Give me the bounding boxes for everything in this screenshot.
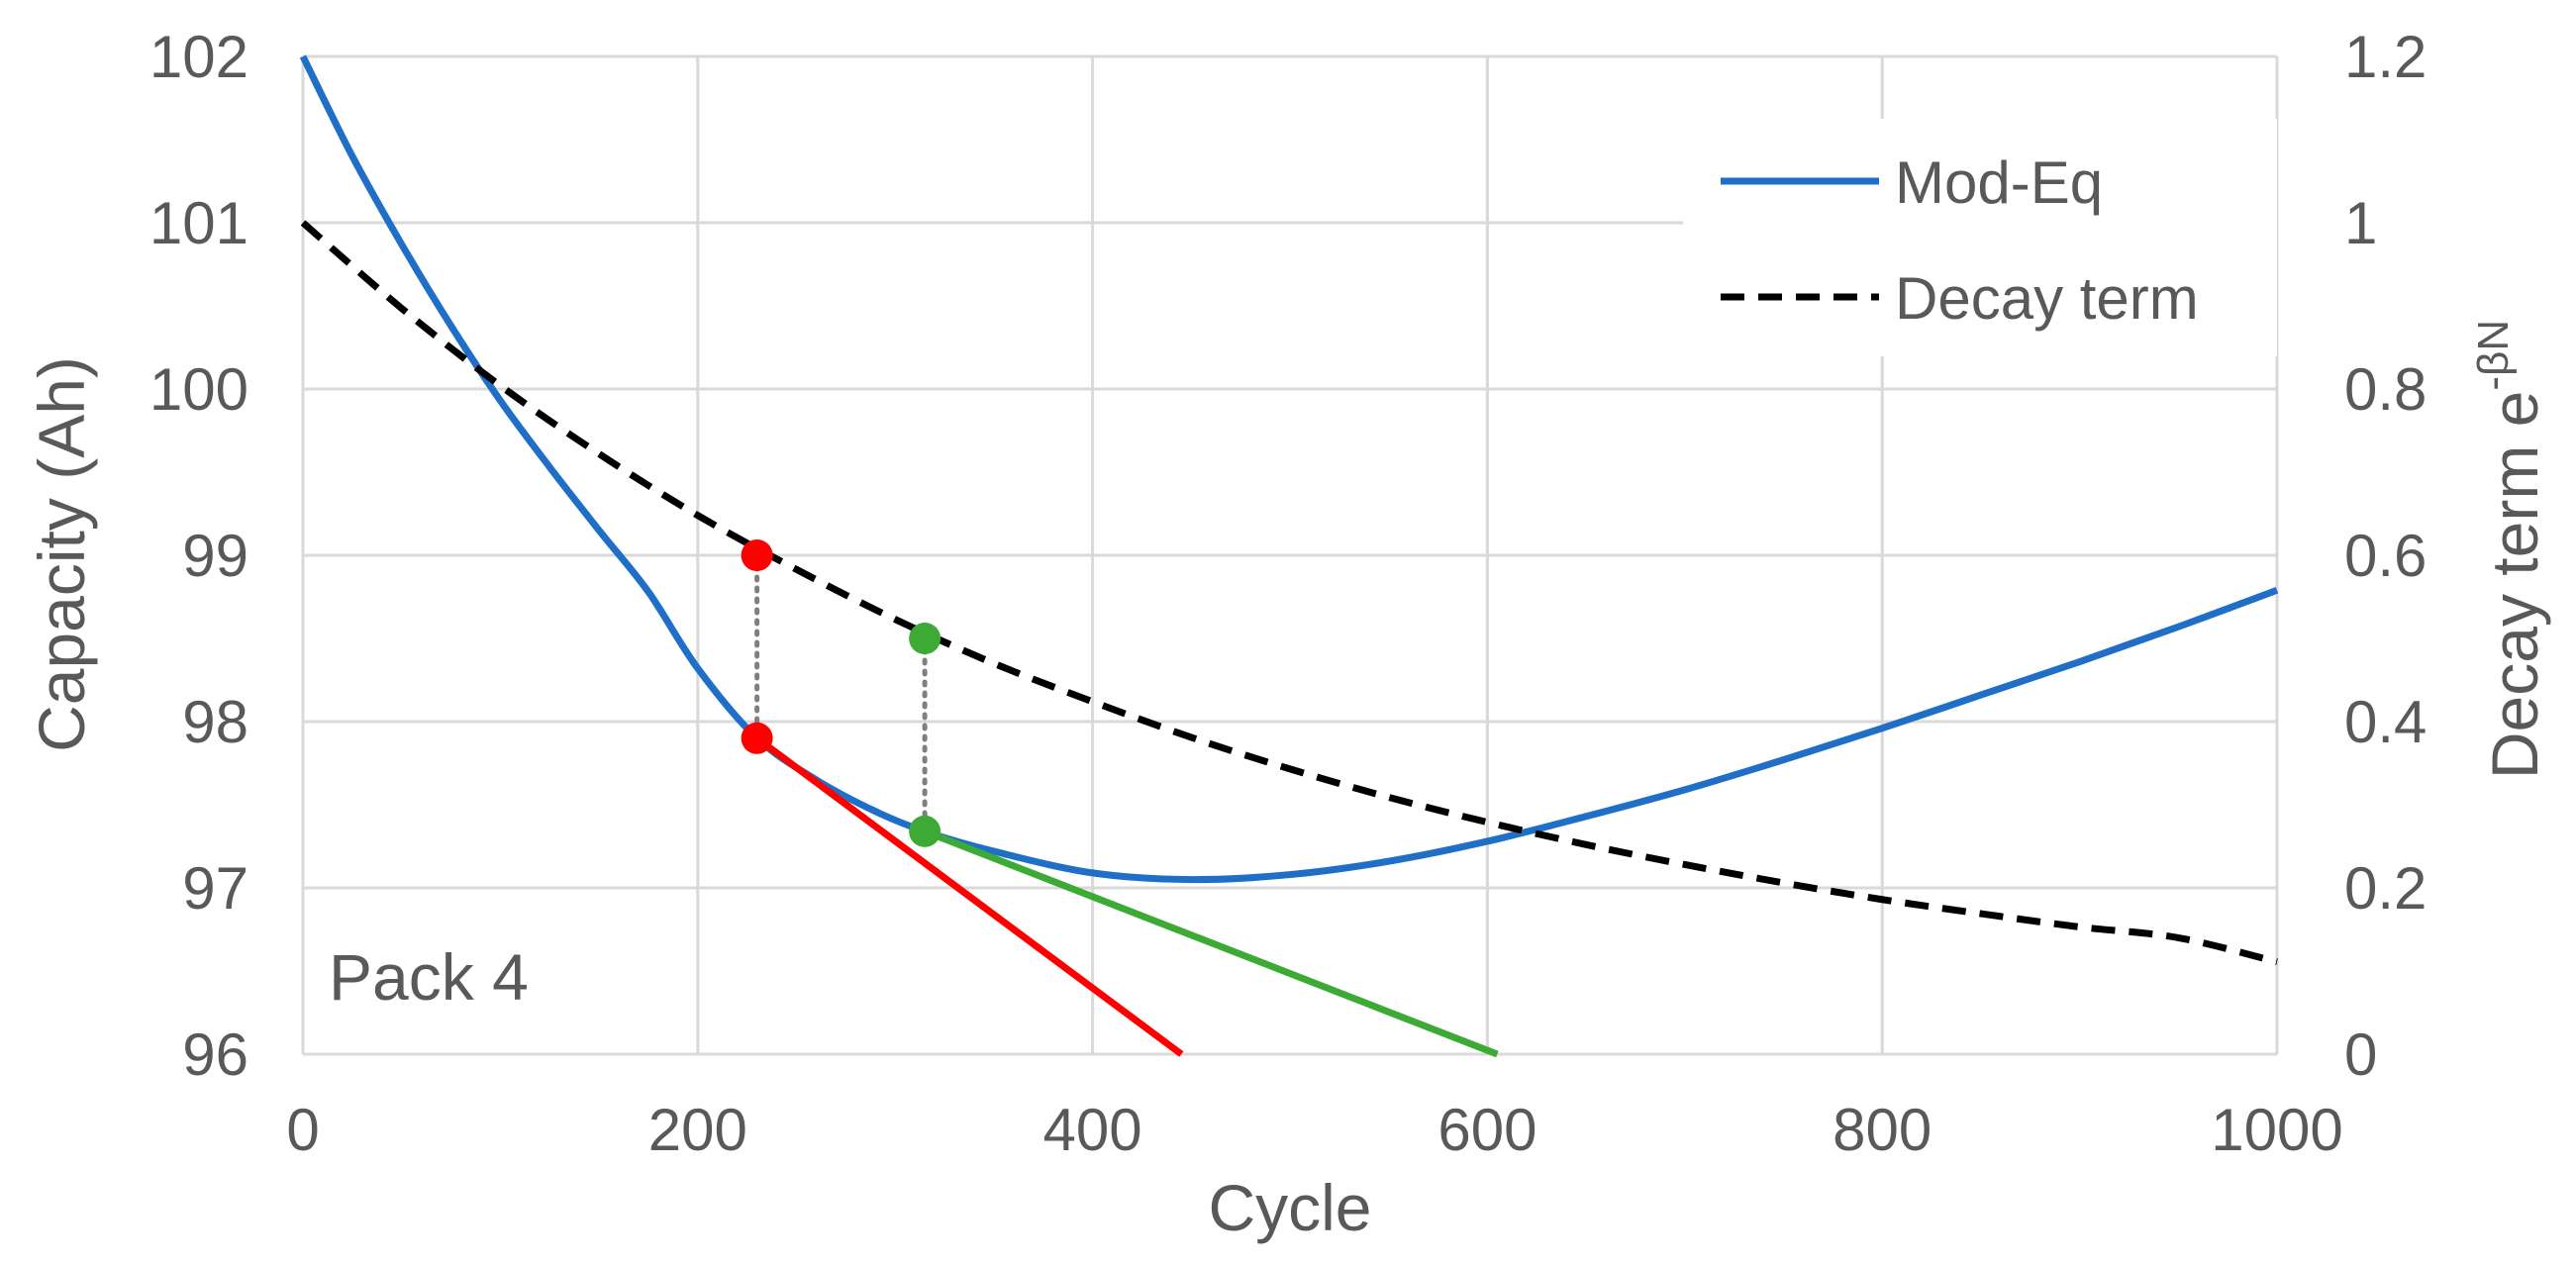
series-layer: [299, 54, 2279, 1058]
y2-tick-label: 1: [2344, 190, 2377, 256]
y2-axis-title: Decay term e-βN: [2469, 320, 2551, 779]
panel-annotation: Pack 4: [329, 940, 529, 1014]
legend-background: [1683, 119, 2277, 356]
marker-layer: [741, 539, 941, 847]
x-tick-label: 800: [1833, 1097, 1932, 1163]
marker-point-0: [741, 539, 773, 571]
y2-tick-label: 0.6: [2344, 523, 2427, 589]
y2-tick-label: 0.4: [2344, 689, 2427, 755]
y-tick-label: 100: [149, 356, 248, 423]
x-tick-label: 600: [1437, 1097, 1536, 1163]
series-tangent-red: [754, 734, 1184, 1057]
y-tick-label: 101: [149, 190, 248, 256]
y-tick-label: 98: [182, 689, 248, 755]
series-mod-eq: [299, 54, 2279, 884]
y2-tick-label: 0: [2344, 1022, 2377, 1088]
y-tick-label: 97: [182, 855, 248, 922]
y-tick-label: 96: [182, 1022, 248, 1088]
y2-tick-label: 0.2: [2344, 855, 2427, 922]
x-tick-label: 1000: [2211, 1097, 2342, 1163]
y-tick-label: 99: [182, 523, 248, 589]
y-tick-label: 102: [149, 24, 248, 90]
y2-tick-label: 0.8: [2344, 356, 2427, 423]
marker-point-3: [909, 815, 941, 847]
x-axis-title: Cycle: [1208, 1171, 1371, 1244]
legend-label-mod-eq: Mod-Eq: [1895, 149, 2103, 216]
y-axis-title: Capacity (Ah): [25, 356, 98, 752]
y2-tick-label: 1.2: [2344, 24, 2427, 90]
series-decay-term: [300, 220, 2278, 966]
y2-axis-title-main: Decay term e: [2478, 391, 2551, 779]
series-tangent-green: [923, 828, 1499, 1058]
tick-labels: 0 200 400 600 800 1000 96 97 98 99 100 101 102 0 0.2 0.…: [149, 24, 2427, 1163]
marker-point-2: [909, 623, 941, 654]
y2-axis-title-superscript: -βN: [2469, 320, 2518, 391]
legend-label-decay-term: Decay term: [1895, 265, 2199, 332]
x-tick-label: 400: [1043, 1097, 1142, 1163]
x-tick-label: 0: [286, 1097, 319, 1163]
legend: Mod-Eq Decay term: [1683, 119, 2277, 356]
marker-point-1: [741, 722, 773, 754]
x-tick-label: 200: [648, 1097, 747, 1163]
